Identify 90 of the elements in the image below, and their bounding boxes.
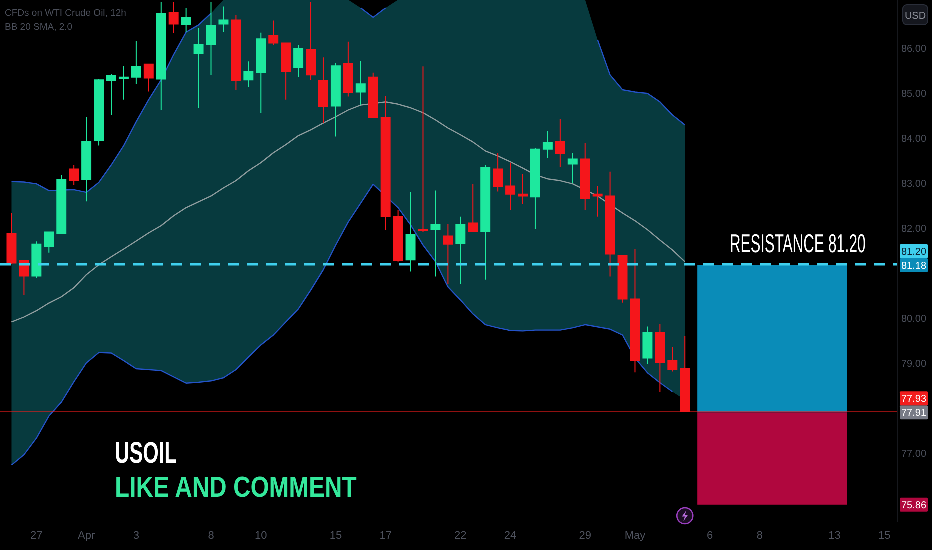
y-tick-label: 81.18 <box>901 261 927 272</box>
candlestick <box>156 2 166 111</box>
candlestick <box>506 162 516 211</box>
x-tick-label: 15 <box>878 530 891 542</box>
candlestick <box>181 8 192 32</box>
candlestick <box>480 164 491 280</box>
x-tick-label: 13 <box>828 530 841 542</box>
y-tick-label: 80.00 <box>901 314 927 326</box>
y-tick-label: 77.00 <box>901 449 927 460</box>
candlestick <box>406 192 416 272</box>
annotation: LIKE AND COMMENT <box>115 470 357 504</box>
candlestick <box>256 32 266 114</box>
candlestick <box>69 164 80 186</box>
x-tick-label: 3 <box>133 530 140 542</box>
line-series <box>11 184 674 466</box>
candlestick <box>530 148 540 230</box>
y-axis-title: USD <box>904 11 926 22</box>
candlestick <box>231 14 242 90</box>
candlestick <box>380 96 391 230</box>
annotation: USOIL <box>115 437 177 470</box>
text: CFDs on WTI Crude Oil, 12h <box>5 8 126 19</box>
x-tick-label: 8 <box>208 530 214 542</box>
candlestick <box>568 152 578 184</box>
ref-line-label: 77.93 <box>901 394 927 406</box>
y-tick-label: 82.00 <box>901 224 927 236</box>
candlestick <box>393 210 404 262</box>
candlestick <box>456 216 466 284</box>
candlestick <box>268 20 279 46</box>
x-tick-label: 15 <box>330 530 342 542</box>
candlestick <box>318 57 328 124</box>
x-tick-label: May <box>624 530 646 542</box>
x-tick-label: 24 <box>504 530 517 542</box>
x-tick-label: 22 <box>454 530 467 542</box>
candlestick <box>542 130 553 159</box>
candlestick <box>6 212 17 265</box>
candlestick <box>655 324 666 392</box>
candlestick <box>680 336 690 412</box>
candlestick <box>82 116 92 202</box>
candlestick <box>468 184 478 233</box>
candlestick <box>94 78 104 146</box>
candlestick <box>194 28 204 109</box>
candlestick <box>330 62 341 138</box>
x-tick-label: 29 <box>579 530 592 542</box>
x-tick-label: 8 <box>756 530 763 542</box>
candlestick <box>131 40 142 85</box>
candlestick <box>368 72 378 119</box>
candlestick <box>218 6 229 32</box>
candlestick <box>206 2 216 76</box>
candlestick <box>281 42 292 100</box>
x-tick-label: 27 <box>30 530 43 542</box>
candlestick <box>44 231 54 254</box>
candlestick <box>605 171 616 278</box>
candlestick <box>618 255 628 304</box>
x-tick-label: 17 <box>380 530 392 542</box>
candlestick <box>668 346 678 372</box>
candlestick <box>294 44 304 78</box>
y-tick-label: 83.00 <box>901 179 927 190</box>
line-series <box>11 102 686 323</box>
candlestick <box>555 118 566 168</box>
text: BB 20 SMA, 2.0 <box>5 22 73 33</box>
candlestick <box>106 74 116 116</box>
candlestick <box>592 186 603 218</box>
x-tick-label: Apr <box>78 530 96 542</box>
candlestick <box>642 326 653 365</box>
candlestick <box>493 152 504 192</box>
candlestick <box>306 2 316 81</box>
annotation: RESISTANCE 81.20 <box>730 230 866 259</box>
candlestick <box>56 174 67 234</box>
x-tick-label: 6 <box>706 530 714 542</box>
candlestick <box>244 61 254 88</box>
x-tick-label: 10 <box>255 530 268 542</box>
y-tick-label: 77.91 <box>901 408 927 420</box>
candlestick <box>418 66 428 233</box>
candlestick <box>430 190 441 278</box>
candlestick <box>144 63 154 92</box>
candlestick <box>443 224 454 284</box>
candlestick <box>630 248 640 374</box>
y-tick-label: 86.00 <box>901 44 927 56</box>
candlestick <box>518 174 528 205</box>
candlestick <box>343 41 354 98</box>
candlestick <box>118 66 129 100</box>
y-tick-label: 85.00 <box>901 89 927 100</box>
candlestick <box>356 60 366 106</box>
y-tick-label: 84.00 <box>901 134 927 146</box>
y-tick-label: 75.86 <box>901 500 927 512</box>
candlestick <box>32 241 42 279</box>
y-tick-label: 79.00 <box>901 359 927 370</box>
candlestick <box>168 2 179 34</box>
candlestick <box>580 143 590 211</box>
ref-line-label: 81.20 <box>901 247 927 258</box>
